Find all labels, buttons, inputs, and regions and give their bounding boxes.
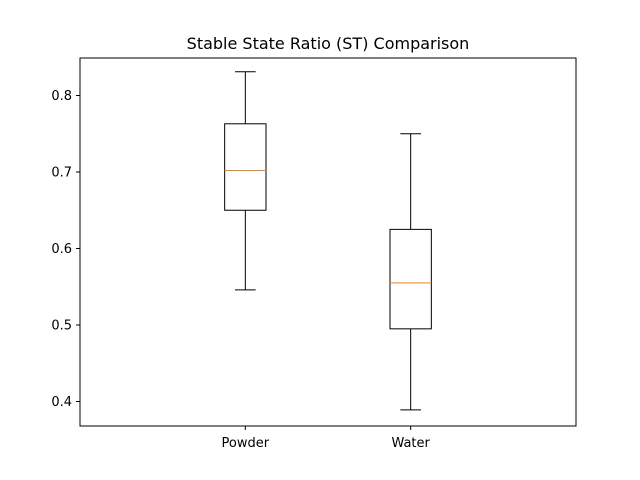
y-tick-label: 0.8	[51, 89, 72, 104]
box-powder	[224, 71, 267, 291]
plot-marks	[224, 71, 432, 411]
x-tick-label: Powder	[222, 436, 270, 451]
box-water	[389, 133, 432, 411]
y-tick-label: 0.4	[51, 395, 72, 410]
iqr-box	[389, 228, 432, 330]
y-tick-label: 0.5	[51, 319, 72, 334]
y-tick-label: 0.6	[51, 242, 72, 257]
x-axis: Powder Water	[222, 426, 431, 451]
iqr-box	[224, 123, 267, 211]
y-axis: 0.4 0.5 0.6 0.7 0.8	[51, 89, 80, 410]
x-tick-label: Water	[391, 436, 430, 451]
chart-title: Stable State Ratio (ST) Comparison	[187, 34, 470, 53]
axes-frame	[79, 57, 577, 427]
y-tick-label: 0.7	[51, 165, 72, 180]
